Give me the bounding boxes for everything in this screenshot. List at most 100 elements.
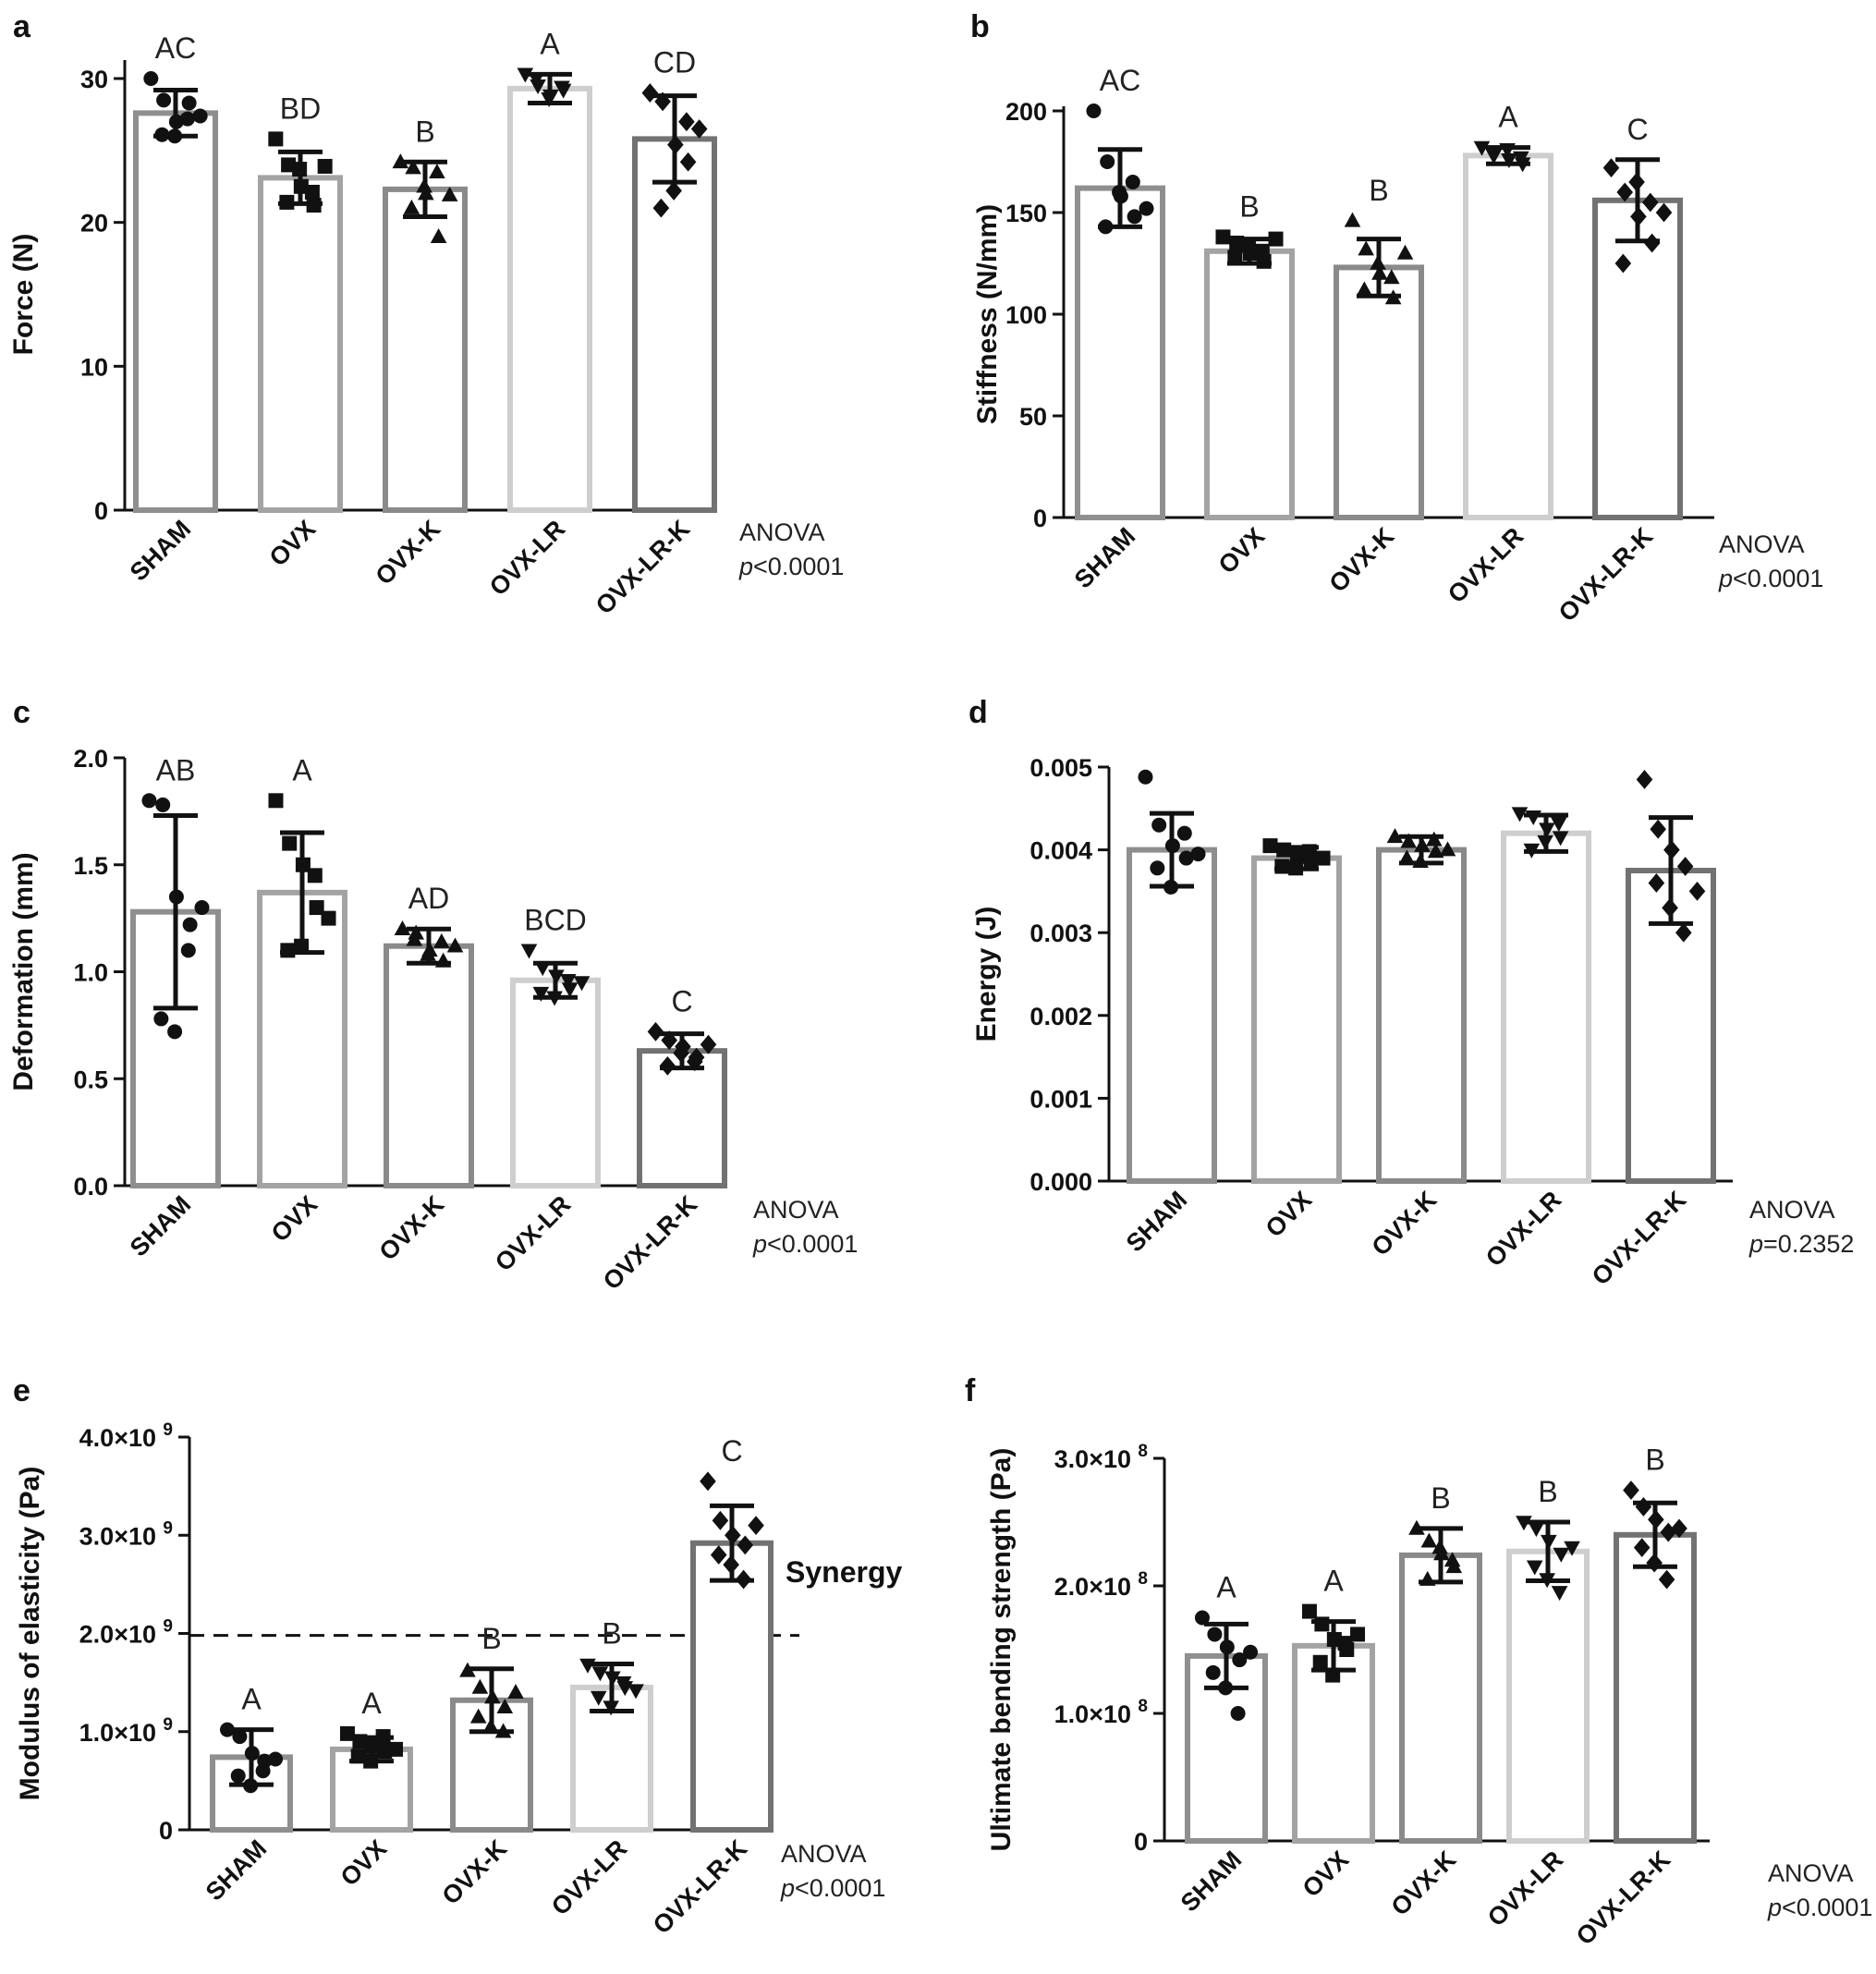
bar-a-ovx [258, 175, 343, 513]
data-point-c-sham [194, 900, 210, 916]
data-point-a-sham [181, 95, 197, 111]
p-rest: =0.2352 [1763, 1230, 1854, 1258]
y-tick-label-e: 2.0×10 [79, 1621, 156, 1649]
data-point-a-ovx-k [403, 199, 420, 214]
data-point-a-ovx [317, 158, 333, 174]
y-tick-label-e: 1.0×10 [79, 1719, 156, 1747]
y-tick-label-b: 0 [1033, 505, 1047, 532]
bar-b-ovx [1204, 248, 1295, 520]
anova-label-b: ANOVA [1719, 530, 1805, 558]
x-tick-label-a-ovx: OVX [264, 515, 322, 572]
data-point-e-ovx-k [469, 1708, 487, 1724]
data-point-f-ovx [1312, 1654, 1328, 1670]
anova-p-value-b: p<0.0001 [1718, 565, 1823, 592]
data-point-e-sham [230, 1768, 246, 1784]
synergy-label: Synergy [786, 1555, 902, 1589]
data-point-d-ovx-lr-k [1676, 857, 1694, 876]
data-point-b-ovx [1227, 250, 1243, 265]
data-point-d-sham [1150, 860, 1165, 876]
data-point-b-ovx-k [1356, 281, 1373, 297]
p-rest: <0.0001 [753, 553, 844, 580]
bar-c-ovx-lr [510, 977, 601, 1189]
x-tick-label-d-sham: SHAM [1121, 1186, 1192, 1257]
x-tick-label-f-sham: SHAM [1176, 1846, 1247, 1917]
data-point-f-ovx [1337, 1636, 1353, 1651]
data-point-b-ovx-lr [1513, 151, 1529, 166]
data-point-c-ovx-k [406, 931, 423, 946]
panel-letter-d: d [968, 695, 988, 730]
significance-letter-a: A [540, 27, 560, 60]
data-point-a-ovx-lr [517, 67, 534, 83]
bar-d-ovx-lr [1501, 830, 1591, 1184]
anova-label-a: ANOVA [739, 518, 825, 546]
anova-p-value-d: p=0.2352 [1748, 1230, 1854, 1258]
x-tick-label-e-sham: SHAM [201, 1834, 272, 1906]
data-point-f-ovx-k [1444, 1552, 1461, 1567]
significance-letter-e: B [481, 1622, 501, 1655]
x-tick-label-c-ovx: OVX [266, 1190, 323, 1248]
bar-d-sham [1127, 847, 1217, 1184]
bar-f-ovx-lr [1506, 1548, 1590, 1844]
data-point-e-ovx-k [507, 1684, 524, 1700]
data-point-f-sham [1194, 1610, 1210, 1626]
data-point-c-sham [155, 797, 171, 812]
bar-a-ovx-lr-k [632, 136, 717, 513]
data-point-d-ovx-lr-k [1688, 882, 1706, 901]
data-point-f-ovx-lr [1528, 1522, 1545, 1538]
data-point-c-ovx-k [433, 932, 450, 948]
x-tick-label-d-ovx-lr: OVX-LR [1480, 1186, 1566, 1272]
data-point-e-ovx-lr [591, 1666, 609, 1682]
data-point-b-ovx [1215, 229, 1231, 245]
bar-c-ovx [257, 889, 347, 1188]
data-point-b-ovx-lr-k [1602, 158, 1620, 177]
data-point-d-ovx-k [1400, 833, 1417, 848]
data-point-b-ovx-k [1383, 269, 1400, 285]
x-tick-label-f-ovx-lr: OVX-LR [1482, 1846, 1568, 1931]
data-point-c-sham [141, 793, 157, 809]
y-tick-label-b: 200 [1005, 98, 1047, 126]
data-point-e-ovx-k [459, 1662, 476, 1677]
data-point-c-ovx [307, 868, 323, 883]
data-point-e-ovx-lr-k [748, 1516, 764, 1536]
chart-panel-a: a 0 10 20 30 Force (N) AC SHAM BD OVX B OVX-K A OVX-L… [8, 9, 844, 620]
panel-letter-a: a [13, 9, 31, 44]
data-point-d-ovx-lr [1511, 807, 1529, 822]
data-point-b-sham [1100, 154, 1115, 169]
anova-p-value-a: p<0.0001 [738, 553, 844, 580]
data-point-f-sham [1232, 1652, 1248, 1668]
data-point-b-ovx-lr [1485, 149, 1503, 164]
significance-letter-c: C [671, 984, 692, 1017]
y-tick-label-a: 0 [94, 497, 108, 525]
data-point-b-sham [1127, 209, 1142, 225]
data-point-f-ovx-lr [1516, 1516, 1532, 1531]
x-tick-label-e-ovx-lr-k: OVX-LR-K [648, 1834, 753, 1940]
p-italic: p [738, 553, 753, 580]
data-point-a-sham [143, 71, 159, 86]
significance-letter-c: AB [156, 753, 196, 786]
bar-a-ovx-k [383, 186, 468, 513]
significance-letter-f: B [1645, 1444, 1664, 1477]
significance-letter-a: AC [155, 31, 196, 65]
chart-panel-c: c 0.0 0.5 1.0 1.5 2.0 Deformation (mm) AB SHAM A O… [8, 695, 858, 1296]
data-point-d-ovx-lr [1551, 817, 1567, 833]
chart-panel-e: e 0 1.0×10 9 2.0×10 9 3.0×10 9 4.0×10 9 Modulus of… [13, 1373, 902, 1940]
x-tick-label-c-sham: SHAM [125, 1190, 196, 1261]
data-point-f-sham [1230, 1706, 1246, 1721]
significance-letter-c: BCD [524, 903, 587, 936]
data-point-a-ovx-lr-k [641, 83, 659, 103]
panel-letter-c: c [13, 695, 30, 730]
data-point-c-ovx-lr [532, 986, 550, 1002]
data-point-b-ovx [1254, 243, 1270, 259]
significance-letter-c: AD [408, 882, 449, 915]
data-point-f-ovx-lr [1564, 1541, 1580, 1556]
p-italic: p [1718, 565, 1733, 592]
significance-letter-e: B [602, 1616, 621, 1650]
y-tick-exponent-f: 8 [1138, 1697, 1148, 1716]
data-point-a-sham [192, 108, 208, 124]
y-tick-label-d: 0.000 [1029, 1168, 1092, 1196]
x-tick-label-e-ovx: OVX [335, 1834, 393, 1892]
data-point-b-sham [1125, 175, 1140, 189]
y-tick-label-f: 0 [1134, 1828, 1148, 1856]
data-point-d-ovx [1274, 859, 1290, 874]
